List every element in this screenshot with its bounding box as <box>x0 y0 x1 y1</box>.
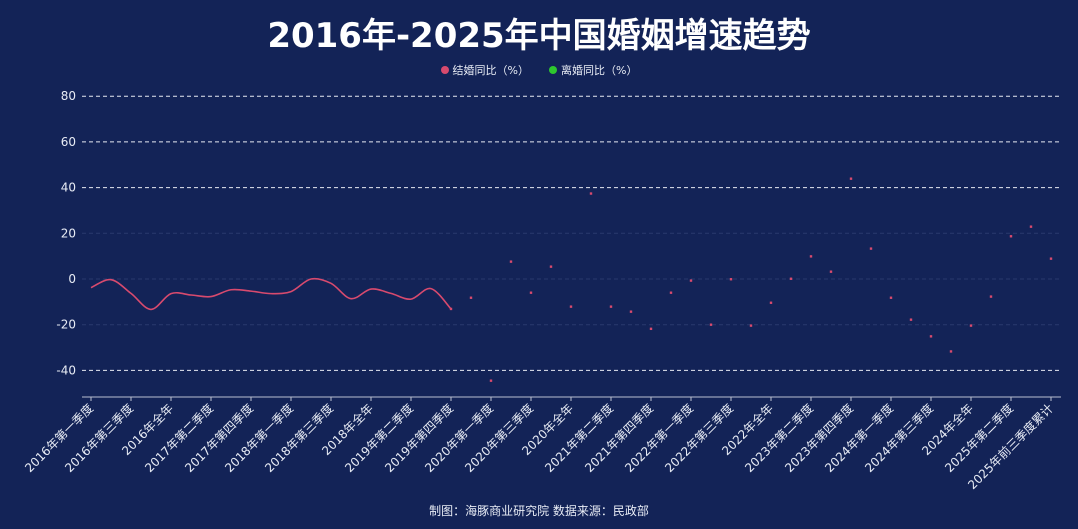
data-point[interactable] <box>809 255 813 258</box>
data-point[interactable] <box>829 270 833 273</box>
x-tick-label: 2024年第一季度 <box>821 401 896 476</box>
series-marriage-yoy <box>90 177 1053 382</box>
legend-label: 离婚同比（%） <box>561 64 638 77</box>
x-tick-label: 2019年第二季度 <box>341 401 416 476</box>
y-tick-label: 20 <box>61 226 76 240</box>
marriage-yoy-line <box>90 277 452 311</box>
data-point[interactable] <box>469 296 473 299</box>
data-point[interactable] <box>749 324 753 327</box>
x-tick-label: 2023年第四季度 <box>781 401 856 476</box>
x-tick-label: 2019年第四季度 <box>381 401 456 476</box>
data-point[interactable] <box>709 323 713 326</box>
x-tick-label: 2022年第三季度 <box>661 401 736 476</box>
data-point[interactable] <box>669 291 673 294</box>
data-point[interactable] <box>849 177 853 180</box>
x-tick-label: 2018年第三季度 <box>261 401 336 476</box>
y-tick-label: 60 <box>61 135 76 149</box>
legend-item-marriage[interactable]: 结婚同比（%） <box>440 62 529 78</box>
y-tick-label: -40 <box>56 363 76 377</box>
data-point[interactable] <box>769 301 773 304</box>
data-point[interactable] <box>929 335 933 338</box>
data-point[interactable] <box>1049 257 1053 260</box>
data-point[interactable] <box>529 291 533 294</box>
x-tick-label: 2025年第二季度 <box>941 401 1016 476</box>
data-point[interactable] <box>889 296 893 299</box>
data-point[interactable] <box>569 305 573 308</box>
data-point[interactable] <box>589 192 593 195</box>
x-tick-label: 2016年第三季度 <box>61 401 136 476</box>
x-tick-label: 2016年第一季度 <box>21 401 96 476</box>
legend: 结婚同比（%） 离婚同比（%） <box>0 62 1078 78</box>
legend-label: 结婚同比（%） <box>452 64 529 77</box>
data-point[interactable] <box>489 379 493 382</box>
data-point[interactable] <box>649 327 653 331</box>
x-tick-label: 2023年第二季度 <box>741 401 816 476</box>
y-axis: 80 60 40 20 0 -20 -40 <box>56 89 76 377</box>
x-tick-label: 2021年第四季度 <box>581 401 656 476</box>
y-tick-label: 80 <box>61 89 76 103</box>
x-axis: 2016年第一季度2016年第三季度2016年全年2017年第二季度2017年第… <box>21 396 1061 492</box>
y-tick-label: -20 <box>56 318 76 332</box>
data-point[interactable] <box>869 247 873 250</box>
gridlines <box>82 95 1061 371</box>
x-tick-label: 2017年第四季度 <box>181 401 256 476</box>
data-point[interactable] <box>609 305 613 308</box>
data-point[interactable] <box>449 307 453 311</box>
legend-marker-icon <box>440 66 449 74</box>
data-point[interactable] <box>509 260 513 263</box>
data-point[interactable] <box>949 350 953 353</box>
x-tick-label: 2017年第二季度 <box>141 401 216 476</box>
x-tick-label: 2022年第一季度 <box>621 401 696 476</box>
data-point[interactable] <box>549 265 553 268</box>
x-tick-label: 2018年第一季度 <box>221 401 296 476</box>
footer-source: 制图：海豚商业研究院 数据来源：民政部 <box>429 504 649 518</box>
y-tick-label: 40 <box>61 181 76 195</box>
legend-marker-icon <box>549 66 557 74</box>
data-point[interactable] <box>629 310 633 313</box>
legend-item-divorce[interactable]: 离婚同比（%） <box>549 62 637 78</box>
y-tick-label: 0 <box>68 272 76 286</box>
data-point[interactable] <box>1029 225 1033 228</box>
chart-title: 2016年-2025年中国婚姻增速趋势 <box>267 16 811 56</box>
data-point[interactable] <box>729 278 733 281</box>
data-point[interactable] <box>909 318 913 321</box>
x-tick-label: 2020年第三季度 <box>461 401 536 476</box>
data-point[interactable] <box>989 295 993 298</box>
x-tick-label: 2020年第一季度 <box>421 401 496 476</box>
data-point[interactable] <box>969 324 973 327</box>
data-point[interactable] <box>1009 235 1013 238</box>
data-point[interactable] <box>689 279 693 282</box>
x-tick-label: 2021年第二季度 <box>541 401 616 476</box>
data-point[interactable] <box>789 277 793 280</box>
x-tick-label: 2024年第三季度 <box>861 401 936 476</box>
